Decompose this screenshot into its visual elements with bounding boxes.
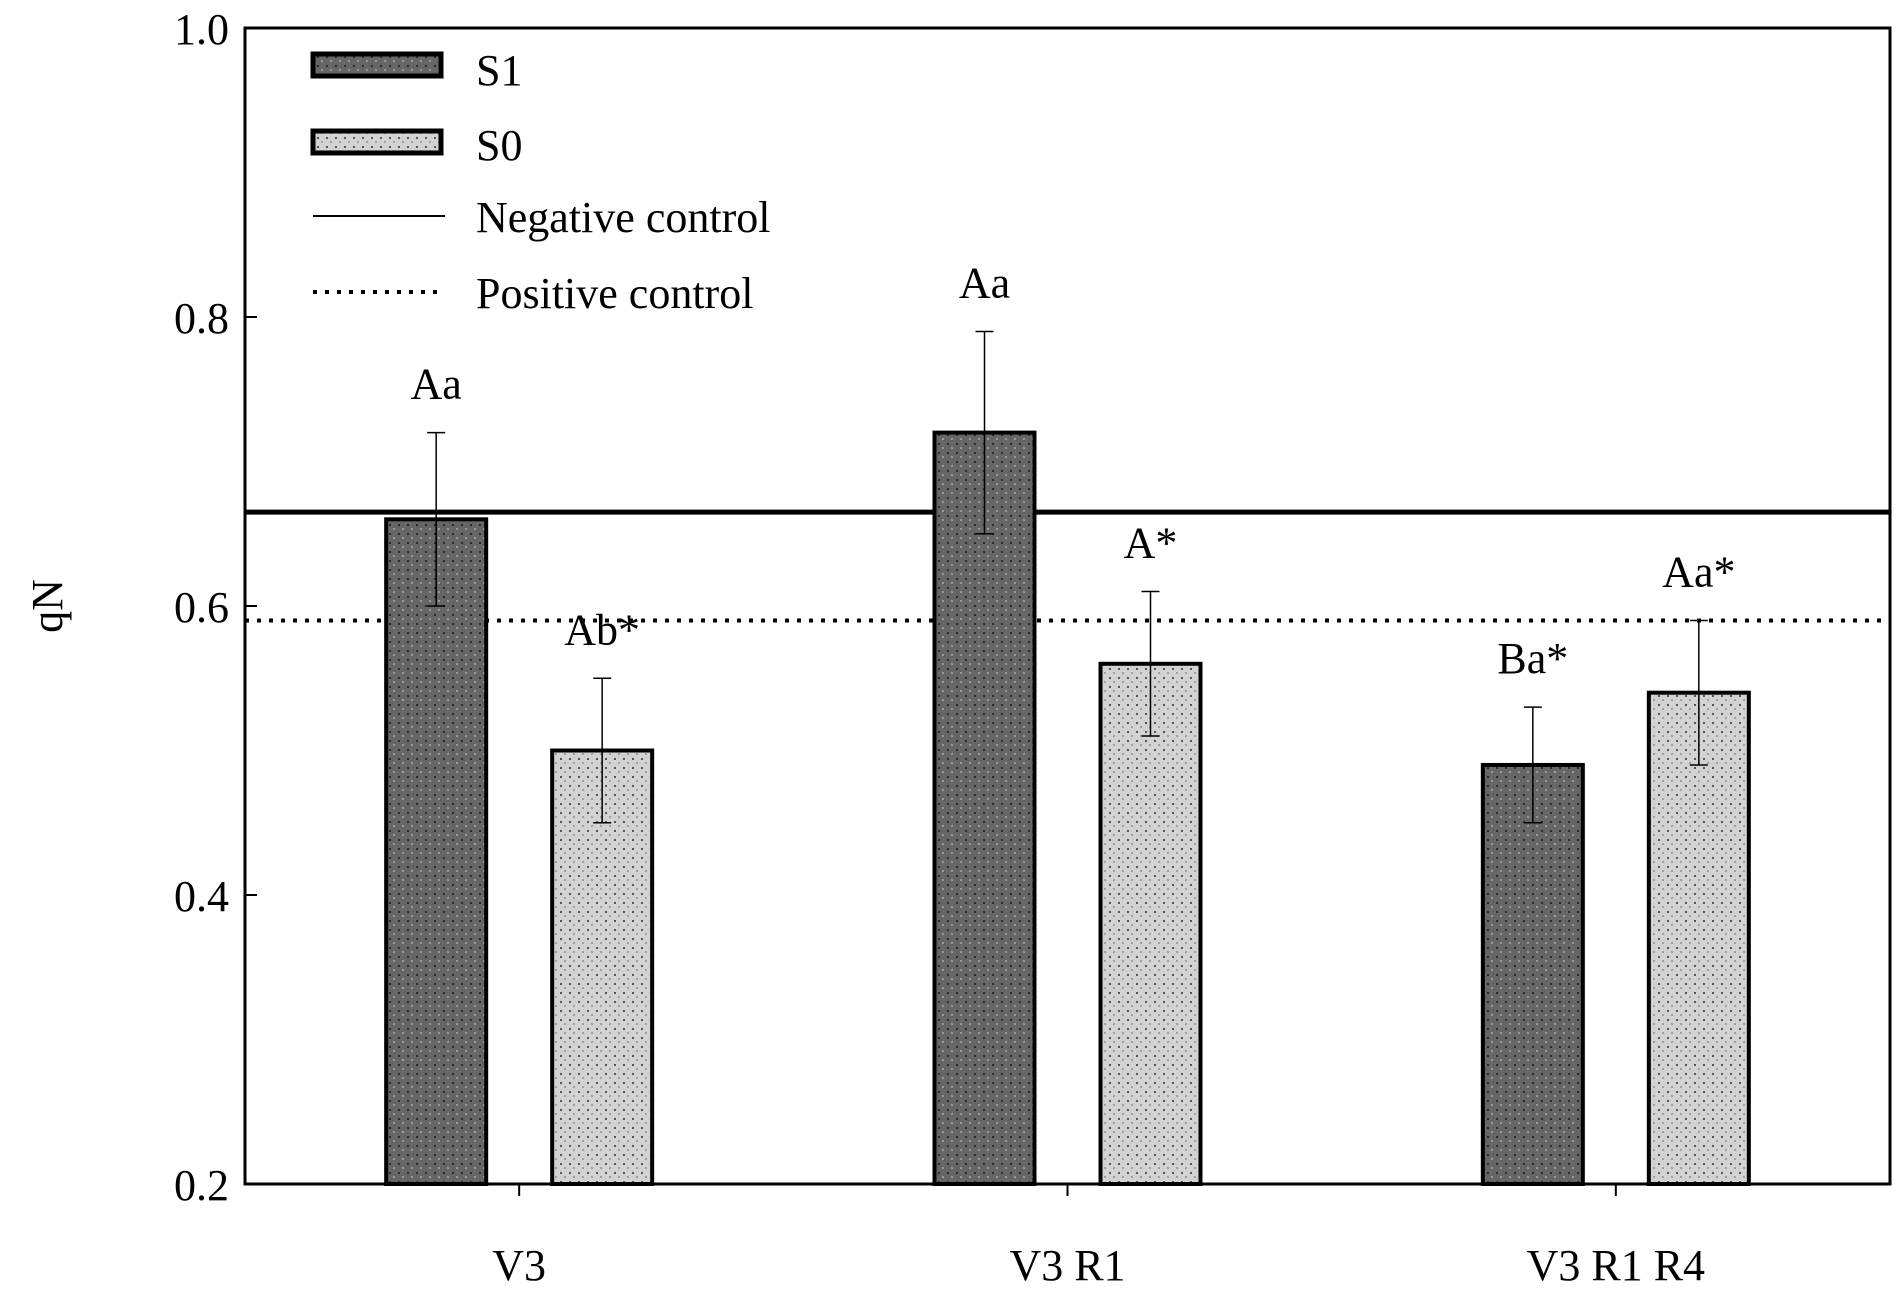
data-label: Aa xyxy=(411,360,462,409)
legend: S1 S0 Negative control Positive control xyxy=(310,46,770,318)
legend-swatch-s1 xyxy=(310,51,444,79)
data-label: Aa xyxy=(959,258,1010,307)
legend-label-s0: S0 xyxy=(476,121,522,170)
legend-swatch-s0 xyxy=(310,128,444,156)
x-tick-label: V3 xyxy=(492,1241,546,1290)
bar-s1 xyxy=(932,430,1037,1187)
x-tick-label: V3 R1 R4 xyxy=(1527,1241,1705,1290)
y-tick-label: 0.4 xyxy=(174,872,229,921)
bar-s1 xyxy=(384,517,489,1186)
bar-s0 xyxy=(1646,690,1751,1186)
bar-s1 xyxy=(1480,762,1585,1186)
data-label: A* xyxy=(1124,519,1178,568)
y-tick-label: 0.6 xyxy=(174,583,229,632)
data-label: Ab* xyxy=(564,605,640,654)
x-tick-label: V3 R1 xyxy=(1009,1241,1125,1290)
y-tick-label: 0.2 xyxy=(174,1161,229,1210)
y-tick-label: 0.8 xyxy=(174,294,229,343)
y-axis-label: qN xyxy=(23,579,72,633)
data-label: Aa* xyxy=(1662,547,1735,596)
legend-label-s1: S1 xyxy=(476,46,522,95)
legend-label-positive-control: Positive control xyxy=(476,269,753,318)
bar-s0 xyxy=(1098,661,1203,1186)
legend-label-negative-control: Negative control xyxy=(476,193,770,242)
y-tick-label: 1.0 xyxy=(174,5,229,54)
data-label: Ba* xyxy=(1497,634,1568,683)
